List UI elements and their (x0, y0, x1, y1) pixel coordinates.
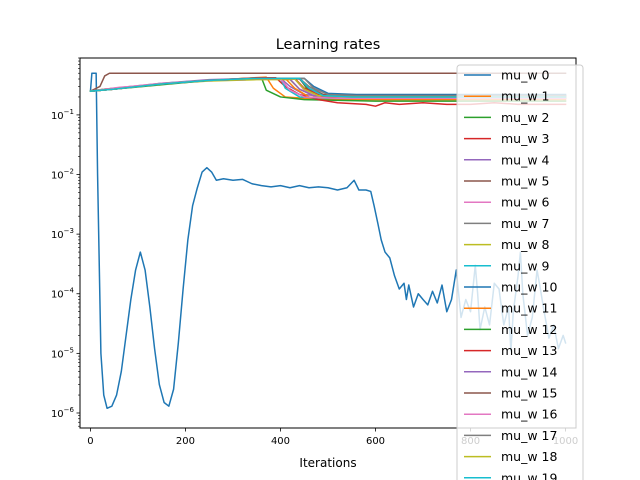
y-tick-label: 10−2 (51, 168, 74, 182)
legend-label-mu-w-14: mu_w 14 (501, 364, 557, 379)
legend-label-mu-w-18: mu_w 18 (501, 449, 557, 464)
y-tick-label: 10−1 (51, 108, 74, 122)
y-axis: 10−6 10−5 10−4 10−3 10−2 10−1 (51, 57, 80, 427)
series-layer (89, 72, 567, 410)
series-line-mu-w-5 (89, 72, 567, 93)
legend-label-mu-w-17: mu_w 17 (501, 428, 557, 443)
x-axis-label: Iterations (299, 456, 356, 470)
y-tick-label: 10−6 (51, 406, 75, 420)
x-tick-label: 0 (87, 436, 93, 447)
x-tick-label: 200 (176, 436, 195, 447)
legend-label-mu-w-12: mu_w 12 (501, 322, 557, 337)
x-tick-label: 600 (366, 436, 385, 447)
legend-label-mu-w-19: mu_w 19 (501, 470, 557, 480)
legend-label-mu-w-1: mu_w 1 (501, 89, 550, 104)
legend-label-mu-w-13: mu_w 13 (501, 343, 557, 358)
legend-label-mu-w-5: mu_w 5 (501, 174, 550, 189)
legend-box (456, 64, 584, 480)
legend-label-mu-w-6: mu_w 6 (501, 195, 550, 210)
chart-title: Learning rates (276, 37, 381, 53)
legend-label-mu-w-2: mu_w 2 (501, 110, 550, 125)
legend-label-mu-w-0: mu_w 0 (501, 68, 550, 83)
legend-label-mu-w-3: mu_w 3 (501, 131, 550, 146)
legend: mu_w 0 mu_w 1 mu_w 2 mu_w 3 mu_w 4 mu_w 5 mu_w… (456, 64, 584, 480)
legend-label-mu-w-10: mu_w 10 (501, 280, 557, 295)
legend-label-mu-w-16: mu_w 16 (501, 407, 557, 422)
series-line-mu-w-19 (89, 77, 567, 98)
y-tick-label: 10−3 (51, 227, 74, 241)
legend-label-mu-w-4: mu_w 4 (501, 152, 550, 167)
x-tick-label: 400 (271, 436, 290, 447)
legend-label-mu-w-8: mu_w 8 (501, 237, 550, 252)
legend-label-mu-w-11: mu_w 11 (501, 301, 557, 316)
legend-label-mu-w-15: mu_w 15 (501, 386, 557, 401)
legend-label-mu-w-9: mu_w 9 (501, 258, 550, 273)
y-tick-label: 10−4 (51, 287, 75, 301)
y-tick-label: 10−5 (51, 346, 74, 360)
legend-label-mu-w-7: mu_w 7 (501, 216, 550, 231)
